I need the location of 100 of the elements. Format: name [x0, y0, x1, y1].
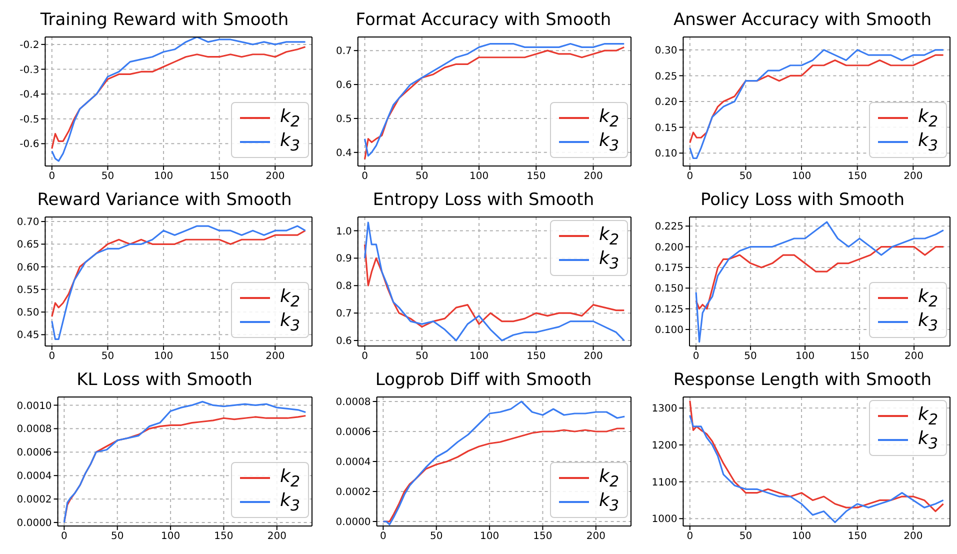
chart-title: KL Loss with Smooth [76, 369, 254, 392]
x-tick-label: 150 [848, 531, 867, 542]
x-tick-label: 150 [848, 171, 867, 182]
legend-label: k$_{2}$ [280, 286, 300, 310]
legend-label: k$_{3}$ [280, 130, 300, 154]
x-tick-label: 200 [584, 351, 603, 362]
line-series [689, 400, 944, 512]
y-tick-label: 0.5 [336, 114, 352, 126]
y-tick-label: 0.45 [16, 330, 40, 342]
x-tick-label: 200 [266, 171, 285, 182]
x-tick-label: 150 [850, 351, 870, 362]
y-tick-label: 0.100 [654, 325, 684, 336]
x-tick-label: 150 [210, 171, 229, 182]
y-tick-label: 0.6 [336, 336, 352, 348]
legend-label: k$_{3}$ [918, 428, 938, 452]
line-series [382, 400, 626, 526]
y-tick-label: 0.175 [654, 262, 684, 274]
x-tick-label: 50 [416, 171, 428, 182]
x-tick-label: 150 [526, 171, 546, 182]
chart-title: Entropy Loss with Smooth [372, 189, 596, 212]
y-tick-label: 0.4 [336, 148, 352, 159]
x-tick-label: 50 [101, 351, 114, 362]
x-tick-label: 200 [586, 531, 606, 542]
x-tick-label: 0 [362, 171, 368, 182]
y-tick-label: 0.0000 [336, 517, 371, 528]
y-tick-label: 0.8 [336, 281, 352, 292]
x-tick-label: 0 [60, 531, 68, 542]
chart-title: Logprob Diff with Smooth [374, 369, 593, 392]
y-tick-label: 0.0008 [16, 424, 52, 436]
y-tick-label: 1300 [652, 404, 678, 415]
x-tick-label: 200 [904, 531, 923, 542]
x-tick-label: 50 [110, 531, 124, 542]
x-tick-label: 50 [744, 351, 757, 362]
line-series [51, 37, 306, 162]
legend-label: k$_{2}$ [599, 466, 619, 490]
y-tick-label: -0.2 [20, 40, 40, 51]
x-tick-label: 200 [904, 351, 924, 362]
legend-label: k$_{3}$ [918, 310, 938, 334]
legend-label: k$_{2}$ [280, 466, 300, 490]
y-tick-label: 0.225 [654, 222, 684, 233]
chart-title: Response Length with Smooth [672, 369, 933, 392]
y-tick-label: 0.0002 [336, 487, 371, 498]
y-tick-label: -0.4 [20, 90, 40, 101]
x-tick-label: 50 [430, 531, 443, 542]
y-tick-label: 0.30 [654, 45, 678, 56]
y-tick-label: 0.0004 [16, 471, 52, 482]
legend-label: k$_{3}$ [599, 490, 619, 514]
line-series [695, 246, 944, 310]
chart-title: Reward Variance with Smooth [36, 189, 293, 212]
x-tick-label: 100 [154, 171, 174, 182]
y-tick-label: -0.3 [20, 64, 40, 76]
y-tick-label: 0.25 [654, 71, 678, 82]
legend-label: k$_{3}$ [599, 248, 619, 272]
x-tick-label: 150 [526, 351, 546, 362]
legend-label: k$_{2}$ [599, 106, 619, 130]
y-tick-label: 0.0000 [16, 518, 52, 530]
line-series [364, 244, 625, 328]
y-tick-label: 0.9 [336, 254, 352, 265]
line-series [51, 225, 306, 340]
x-tick-label: 0 [48, 171, 56, 182]
legend-label: k$_{3}$ [280, 490, 300, 514]
legend-label: k$_{2}$ [918, 106, 938, 130]
x-tick-label: 50 [101, 171, 114, 182]
y-tick-label: 0.0002 [16, 494, 52, 506]
x-tick-label: 0 [362, 351, 368, 362]
y-tick-label: 0.65 [16, 240, 40, 251]
x-tick-label: 50 [739, 171, 752, 182]
x-tick-label: 200 [904, 171, 923, 182]
legend-label: k$_{3}$ [280, 310, 300, 334]
chart-title: Policy Loss with Smooth [699, 189, 906, 212]
legend-label: k$_{3}$ [599, 130, 619, 154]
x-tick-label: 200 [267, 531, 286, 542]
line-series [51, 46, 306, 150]
legend-label: k$_{2}$ [918, 286, 938, 310]
y-tick-label: 0.0004 [336, 457, 371, 468]
y-tick-label: 0.70 [16, 217, 40, 228]
legend-label: k$_{2}$ [918, 404, 938, 428]
chart-title: Format Accuracy with Smooth [354, 9, 612, 32]
chart-title: Answer Accuracy with Smooth [672, 9, 933, 32]
x-tick-label: 50 [416, 351, 428, 362]
y-tick-label: 0.125 [654, 304, 684, 316]
y-tick-label: 0.50 [16, 308, 40, 319]
y-tick-label: 0.0006 [336, 427, 371, 438]
x-tick-label: 0 [380, 531, 386, 542]
y-tick-label: 1200 [652, 440, 678, 452]
y-tick-label: 0.15 [654, 122, 678, 134]
x-tick-label: 50 [739, 531, 752, 542]
y-tick-label: 0.6 [336, 80, 352, 92]
y-tick-label: -0.6 [20, 139, 40, 150]
y-tick-label: 0.0006 [16, 448, 52, 459]
x-tick-label: 0 [48, 351, 56, 362]
y-tick-label: 0.20 [654, 97, 678, 108]
x-tick-label: 200 [266, 351, 285, 362]
legend-label: k$_{2}$ [280, 106, 300, 130]
y-tick-label: 0.10 [654, 148, 678, 160]
line-series [695, 221, 944, 343]
line-series [689, 49, 944, 160]
x-tick-label: 0 [686, 171, 694, 182]
x-tick-label: 150 [533, 531, 552, 542]
line-series [364, 222, 625, 342]
